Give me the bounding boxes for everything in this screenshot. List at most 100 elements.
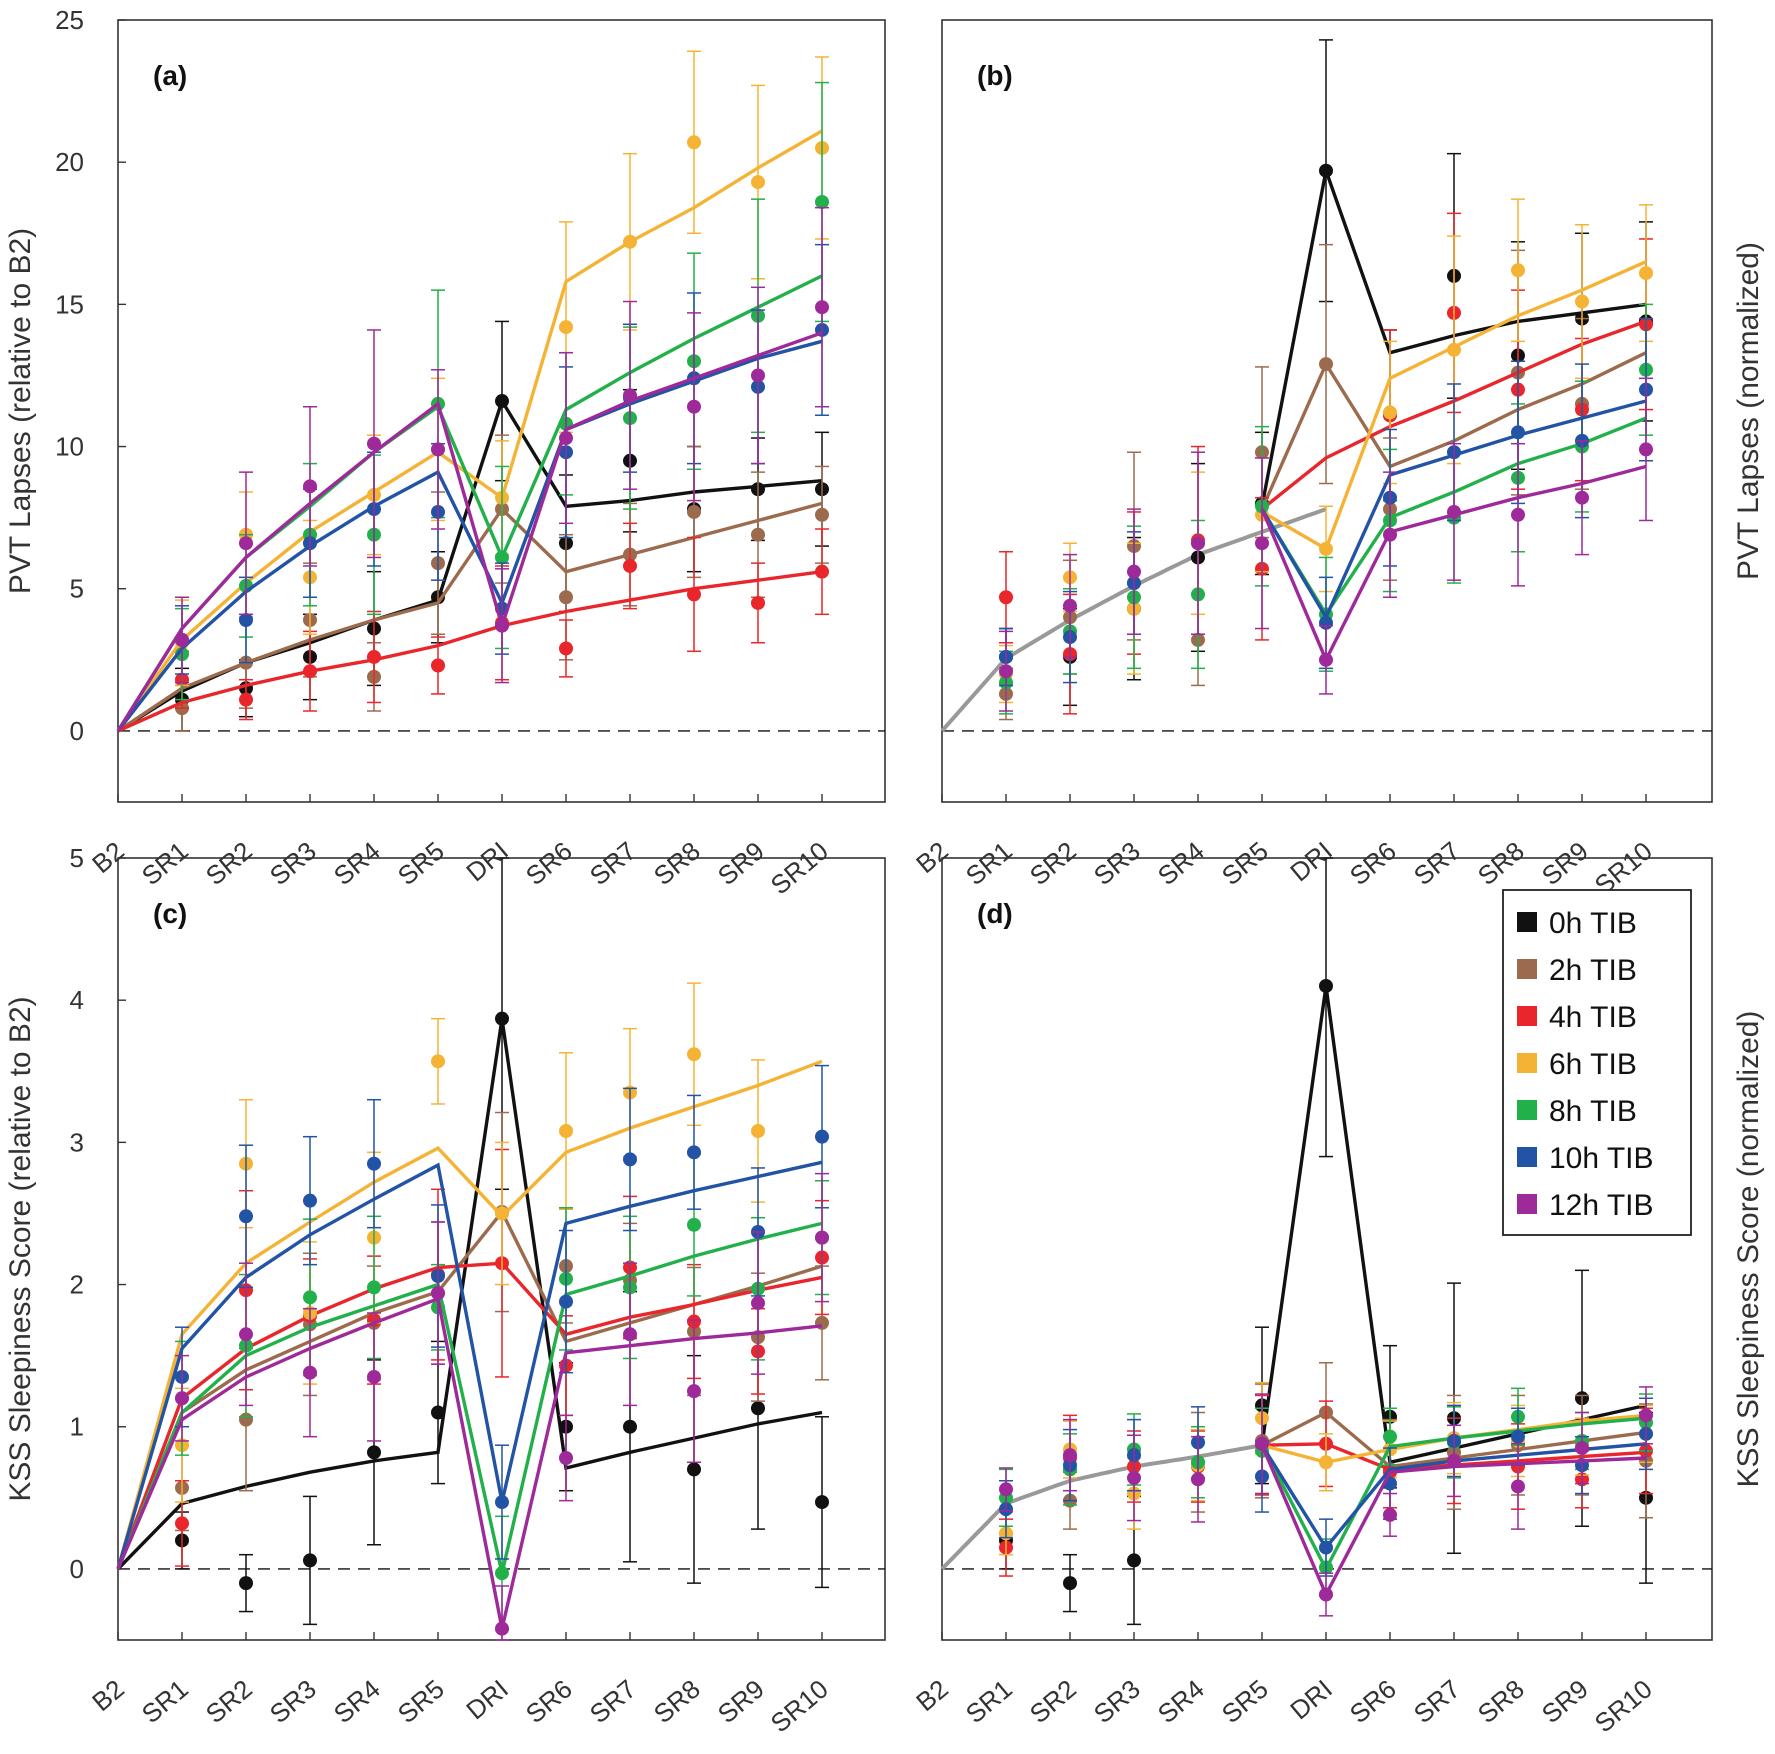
- data-point: [815, 564, 829, 579]
- y-tick-label: 3: [70, 1127, 84, 1157]
- x-tick-label: SR2: [200, 836, 258, 891]
- panel-label: (d): [977, 898, 1013, 929]
- data-point: [1319, 541, 1333, 556]
- data-point: [1063, 598, 1077, 613]
- data-point: [687, 1462, 701, 1477]
- data-point: [1319, 1587, 1333, 1602]
- data-point: [303, 1553, 317, 1568]
- x-tick-label: SR1: [960, 836, 1018, 891]
- x-tick-label: SR1: [960, 1674, 1018, 1729]
- data-point: [367, 1445, 381, 1460]
- fit-line: [116, 1018, 823, 1571]
- legend-label: 0h TIB: [1549, 907, 1637, 940]
- panel-label: (a): [153, 60, 187, 91]
- data-point: [999, 664, 1013, 679]
- x-tick-label: SR5: [1216, 1674, 1274, 1729]
- data-point: [751, 1123, 765, 1138]
- x-tick-label: SR4: [328, 836, 386, 891]
- data-point: [1447, 342, 1461, 357]
- data-point: [999, 590, 1013, 605]
- data-point: [1383, 1507, 1397, 1522]
- x-tick-label: SR4: [328, 1674, 386, 1729]
- data-point: [1639, 442, 1653, 457]
- data-point: [239, 1576, 253, 1591]
- data-point: [303, 1290, 317, 1305]
- data-point: [559, 431, 573, 446]
- x-tick-label: B2: [86, 836, 130, 879]
- legend-label: 6h TIB: [1549, 1048, 1637, 1081]
- data-point: [815, 507, 829, 522]
- data-point: [431, 1286, 445, 1301]
- data-point: [559, 641, 573, 656]
- series-12h-tib: [999, 1386, 1653, 1617]
- x-tick-label: SR5: [392, 836, 450, 891]
- panel-label: (b): [977, 60, 1013, 91]
- y-tick-label: 25: [55, 5, 84, 35]
- data-point: [1447, 1453, 1461, 1468]
- data-point: [1319, 652, 1333, 667]
- panel-label: (c): [153, 898, 187, 929]
- x-tick-label: SR4: [1152, 836, 1210, 891]
- data-point: [495, 618, 509, 633]
- y-tick-label: 4: [70, 985, 84, 1015]
- data-point: [815, 1230, 829, 1245]
- data-point: [687, 1384, 701, 1399]
- series-10h-tib: [116, 1064, 829, 1570]
- x-tick-label: DRI: [1284, 1674, 1338, 1726]
- series-2h-tib: [116, 1111, 829, 1570]
- data-point: [559, 1294, 573, 1309]
- data-point: [1639, 266, 1653, 281]
- fit-line: [117, 570, 823, 733]
- fit-line: [116, 1059, 823, 1570]
- data-point: [1319, 1540, 1333, 1555]
- y-tick-label: 5: [70, 574, 84, 604]
- y-tick-label: 10: [55, 432, 84, 462]
- data-point: [623, 1419, 637, 1434]
- x-tick-label: DRI: [460, 1674, 514, 1726]
- x-tick-label: SR10: [765, 836, 834, 901]
- x-tick-label: SR9: [712, 836, 770, 891]
- data-point: [1319, 357, 1333, 372]
- data-point: [559, 1451, 573, 1466]
- x-tick-label: SR7: [1408, 1674, 1466, 1729]
- data-point: [367, 1369, 381, 1384]
- x-tick-label: SR10: [1589, 1674, 1658, 1739]
- data-point: [815, 1129, 829, 1144]
- data-point: [1127, 1470, 1141, 1485]
- data-point: [495, 1206, 509, 1221]
- data-point: [559, 1123, 573, 1138]
- data-point: [1511, 1429, 1525, 1444]
- legend-label: 4h TIB: [1549, 1001, 1637, 1034]
- data-point: [1511, 263, 1525, 278]
- data-point: [751, 175, 765, 190]
- data-point: [687, 399, 701, 414]
- series-12h-tib: [116, 206, 829, 732]
- y-axis-label: PVT Lapses (relative to B2): [4, 228, 37, 594]
- data-point: [1191, 1472, 1205, 1487]
- x-tick-label: SR1: [136, 836, 194, 891]
- data-point: [1063, 1576, 1077, 1591]
- x-tick-label: SR9: [712, 1674, 770, 1729]
- x-tick-label: SR6: [520, 1674, 578, 1729]
- data-point: [1639, 1408, 1653, 1423]
- x-tick-label: SR8: [1472, 1674, 1530, 1729]
- data-point: [1383, 405, 1397, 420]
- axes-layer: [117, 19, 1713, 1641]
- fit-line: [116, 331, 823, 732]
- data-point: [623, 388, 637, 403]
- data-point: [815, 1495, 829, 1510]
- data-point: [431, 658, 445, 673]
- data-point: [751, 527, 765, 542]
- data-point: [495, 1495, 509, 1510]
- legend-label: 8h TIB: [1549, 1095, 1637, 1128]
- legend-swatch: [1517, 1006, 1537, 1026]
- legend-swatch: [1517, 959, 1537, 979]
- data-point: [495, 1566, 509, 1581]
- data-point: [1511, 507, 1525, 522]
- x-tick-label: SR3: [264, 836, 322, 891]
- data-point: [303, 479, 317, 494]
- fit-line: [116, 129, 823, 732]
- data-point: [1063, 1448, 1077, 1463]
- series-6h-tib: [116, 50, 829, 732]
